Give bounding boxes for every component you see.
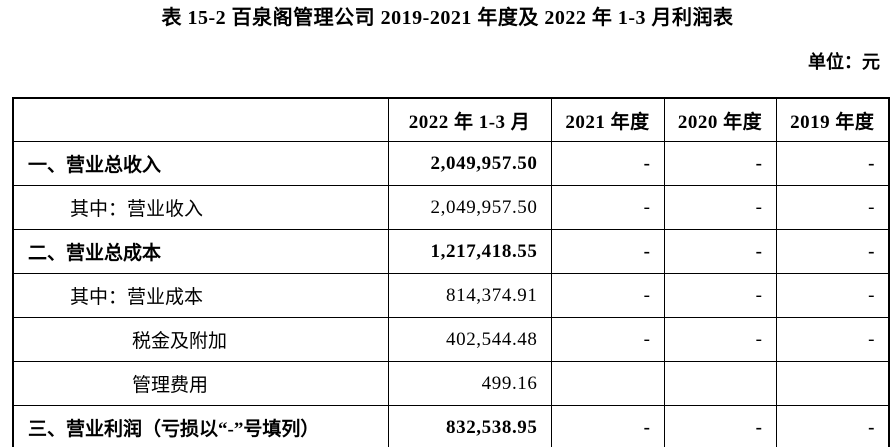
value-cell [775,361,890,406]
value-cell: - [663,185,777,230]
value-cell: 2,049,957.50 [387,185,552,230]
value-cell: 499.16 [387,361,552,406]
value-cell: - [775,273,890,318]
profit-table: 2022 年 1-3 月 2021 年度 2020 年度 2019 年度 一、营业总收… [12,97,890,447]
table-row: 二、营业总成本 1,217,418.55- - - [12,229,890,274]
header-row: 2022 年 1-3 月 2021 年度 2020 年度 2019 年度 [12,97,890,142]
value-cell: 1,217,418.55 [387,229,552,274]
value-cell: - [775,405,890,447]
row-label: 管理费用 [12,361,389,406]
column-header: 2019 年度 [775,97,890,142]
table-row: 其中：营业收入 2,049,957.50- - - [12,185,890,230]
value-cell: - [775,185,890,230]
value-cell [663,361,777,406]
row-label: 一、营业总收入 [12,141,389,186]
column-header: 2021 年度 [550,97,665,142]
value-cell: - [663,317,777,362]
unit-label: 单位：元 [808,52,880,72]
value-cell: - [663,229,777,274]
table-row: 其中：营业成本 814,374.91- - - [12,273,890,318]
row-label: 其中：营业成本 [12,273,389,318]
value-cell: - [550,273,665,318]
unit-row: 单位：元 [0,50,895,74]
value-cell: - [663,273,777,318]
table-row: 一、营业总收入 2,049,957.50- - - [12,141,890,186]
table-row: 管理费用 499.16 [12,361,890,406]
column-header: 2022 年 1-3 月 [387,97,552,142]
table-row: 三、营业利润（亏损以“-”号填列） 832,538.95- - - [12,405,890,447]
value-cell: 814,374.91 [387,273,552,318]
value-cell: 832,538.95 [387,405,552,447]
row-label: 其中：营业收入 [12,185,389,230]
value-cell: - [775,229,890,274]
corner-cell [12,97,389,142]
table-row: 税金及附加 402,544.48- - - [12,317,890,362]
row-label: 三、营业利润（亏损以“-”号填列） [12,405,389,447]
value-cell: - [550,185,665,230]
table-caption: 表 15-2 百泉阁管理公司 2019-2021 年度及 2022 年 1-3 … [161,7,734,29]
value-cell [550,361,665,406]
value-cell: - [775,141,890,186]
table-body: 一、营业总收入 2,049,957.50- - - 其中：营业收入 2,049,957.5… [12,141,890,447]
row-label: 税金及附加 [12,317,389,362]
value-cell: - [550,317,665,362]
value-cell: 2,049,957.50 [387,141,552,186]
column-header: 2020 年度 [663,97,777,142]
value-cell: - [775,317,890,362]
row-label: 二、营业总成本 [12,229,389,274]
value-cell: 402,544.48 [387,317,552,362]
value-cell: - [550,141,665,186]
value-cell: - [550,229,665,274]
value-cell: - [663,405,777,447]
value-cell: - [663,141,777,186]
value-cell: - [550,405,665,447]
